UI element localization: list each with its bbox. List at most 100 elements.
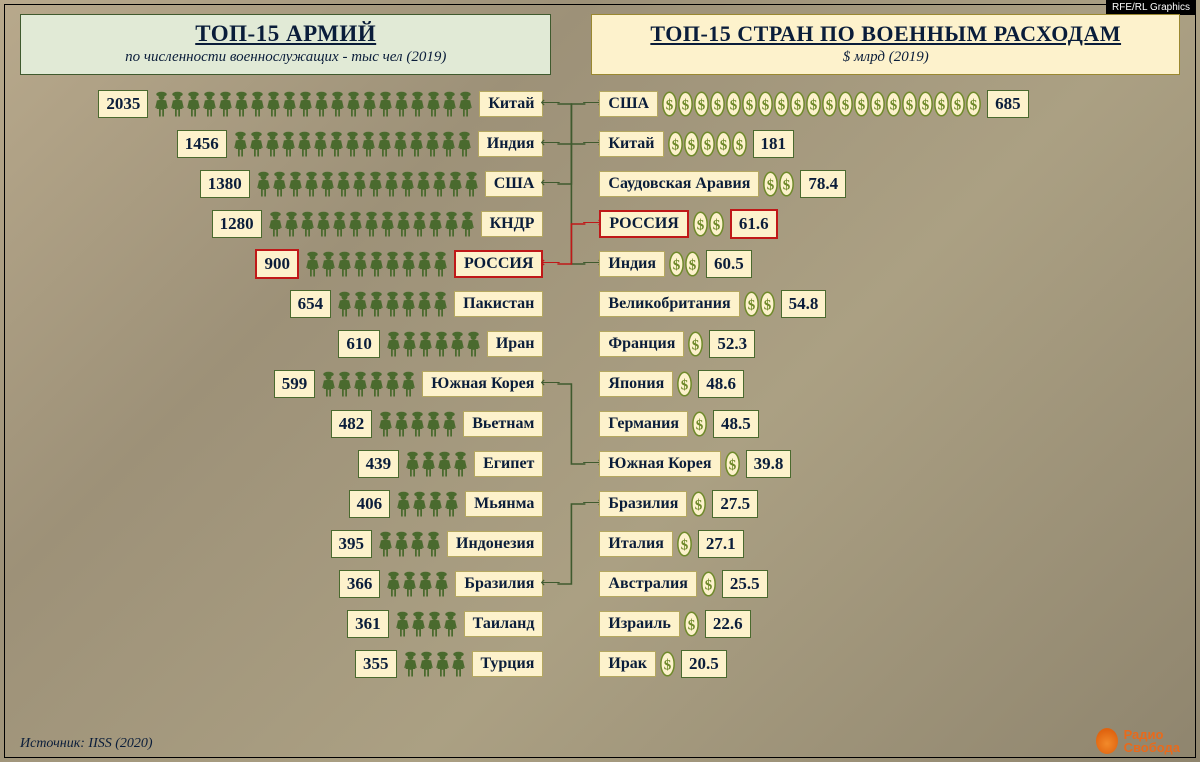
- svg-text:$: $: [703, 137, 711, 153]
- svg-text:$: $: [890, 97, 898, 113]
- dollar-icon: $: [685, 251, 700, 277]
- spend-country: Саудовская Аравия: [599, 171, 759, 197]
- spend-value: 78.4: [800, 170, 846, 198]
- arrow-in-icon: [585, 657, 599, 671]
- svg-text:$: $: [938, 97, 946, 113]
- soldier-icon: [418, 570, 433, 598]
- spend-value: 39.8: [746, 450, 792, 478]
- soldier-icon: [410, 410, 425, 438]
- spend-row: ⟶РОССИЯ $ $ 61.6: [585, 205, 1186, 243]
- soldier-icons: [321, 370, 416, 398]
- soldier-icon: [362, 90, 377, 118]
- dollar-icons: $: [677, 371, 692, 397]
- spend-value: 181: [753, 130, 795, 158]
- dollar-icons: $: [660, 651, 675, 677]
- arrow-in-icon: ⟶: [585, 257, 599, 271]
- soldier-icon: [411, 610, 426, 638]
- army-row: 395 Индонезия: [14, 525, 557, 563]
- spend-row: Франция $ 52.3: [585, 325, 1186, 363]
- army-value: 1456: [177, 130, 227, 158]
- army-row: 366 Бразилия⟵: [14, 565, 557, 603]
- army-row: 482 Вьетнам: [14, 405, 557, 443]
- soldier-icon: [386, 330, 401, 358]
- spend-value: 54.8: [781, 290, 827, 318]
- dollar-icon: $: [710, 91, 725, 117]
- arrow-in-icon: ⟶: [585, 97, 599, 111]
- svg-text:$: $: [695, 497, 703, 513]
- spend-row: Италия $ 27.1: [585, 525, 1186, 563]
- left-title-box: ТОП-15 АРМИЙ по численности военнослужащ…: [20, 14, 551, 75]
- spend-value: 25.5: [722, 570, 768, 598]
- soldier-icon: [364, 210, 379, 238]
- logo-text: Радио Свобода: [1124, 728, 1180, 754]
- soldier-icons: [305, 250, 448, 278]
- spend-value: 60.5: [706, 250, 752, 278]
- arrow-out-icon: ⟵: [543, 577, 557, 591]
- spend-row: ⟶Бразилия $ 27.5: [585, 485, 1186, 523]
- arrow-out-icon: [543, 337, 557, 351]
- spend-row: ⟶Китай $ $ $ $ $ 181: [585, 125, 1186, 163]
- soldier-icon: [284, 210, 299, 238]
- spend-country: Южная Корея: [599, 451, 720, 477]
- arrow-out-icon: ⟵: [543, 137, 557, 151]
- soldier-icon: [256, 170, 271, 198]
- army-country: Индонезия: [447, 531, 543, 557]
- svg-text:$: $: [719, 137, 727, 153]
- arrow-out-icon: [543, 537, 557, 551]
- spend-value: 20.5: [681, 650, 727, 678]
- army-country: Индия: [478, 131, 544, 157]
- dollar-icons: $ $ $ $ $ $ $ $ $ $ $ $ $ $ $: [662, 91, 981, 117]
- soldier-icon: [154, 90, 169, 118]
- soldier-icon: [441, 130, 456, 158]
- army-value: 2035: [98, 90, 148, 118]
- svg-text:$: $: [698, 97, 706, 113]
- dollar-icon: $: [693, 211, 708, 237]
- spend-country: Индия: [599, 251, 665, 277]
- spend-value: 685: [987, 90, 1029, 118]
- soldier-icon: [300, 210, 315, 238]
- soldier-icon: [396, 210, 411, 238]
- army-value: 599: [274, 370, 316, 398]
- soldier-icons: [378, 530, 441, 558]
- soldier-icon: [353, 290, 368, 318]
- soldier-icon: [442, 410, 457, 438]
- soldier-icon: [249, 130, 264, 158]
- army-row: 361 Таиланд: [14, 605, 557, 643]
- soldier-icon: [369, 250, 384, 278]
- dollar-icon: $: [822, 91, 837, 117]
- army-country: США: [485, 171, 544, 197]
- soldier-icon: [218, 90, 233, 118]
- army-row: 406 Мьянма: [14, 485, 557, 523]
- soldier-icons: [396, 490, 459, 518]
- soldier-icon: [305, 250, 320, 278]
- dollar-icons: $: [692, 411, 707, 437]
- soldier-icon: [281, 130, 296, 158]
- soldier-icon: [385, 370, 400, 398]
- spend-value: 52.3: [709, 330, 755, 358]
- army-country: РОССИЯ: [454, 250, 543, 278]
- soldier-icon: [457, 130, 472, 158]
- army-value: 366: [339, 570, 381, 598]
- soldier-icon: [417, 250, 432, 278]
- soldier-icon: [434, 330, 449, 358]
- dollar-icon: $: [779, 171, 794, 197]
- dollar-icon: $: [870, 91, 885, 117]
- dollar-icons: $ $: [669, 251, 700, 277]
- soldier-icon: [385, 290, 400, 318]
- dollar-icon: $: [732, 131, 747, 157]
- soldier-icon: [282, 90, 297, 118]
- arrow-in-icon: [585, 417, 599, 431]
- spend-country: США: [599, 91, 658, 117]
- soldier-icon: [426, 530, 441, 558]
- svg-text:$: $: [664, 657, 672, 673]
- soldier-icon: [385, 250, 400, 278]
- soldier-icon: [464, 170, 479, 198]
- soldier-icon: [405, 450, 420, 478]
- arrow-in-icon: ⟶: [585, 457, 599, 471]
- soldier-icon: [433, 290, 448, 318]
- army-country: Вьетнам: [463, 411, 543, 437]
- soldier-icon: [329, 130, 344, 158]
- soldier-icon: [428, 490, 443, 518]
- arrow-in-icon: ⟶: [585, 497, 599, 511]
- army-country: Пакистан: [454, 291, 543, 317]
